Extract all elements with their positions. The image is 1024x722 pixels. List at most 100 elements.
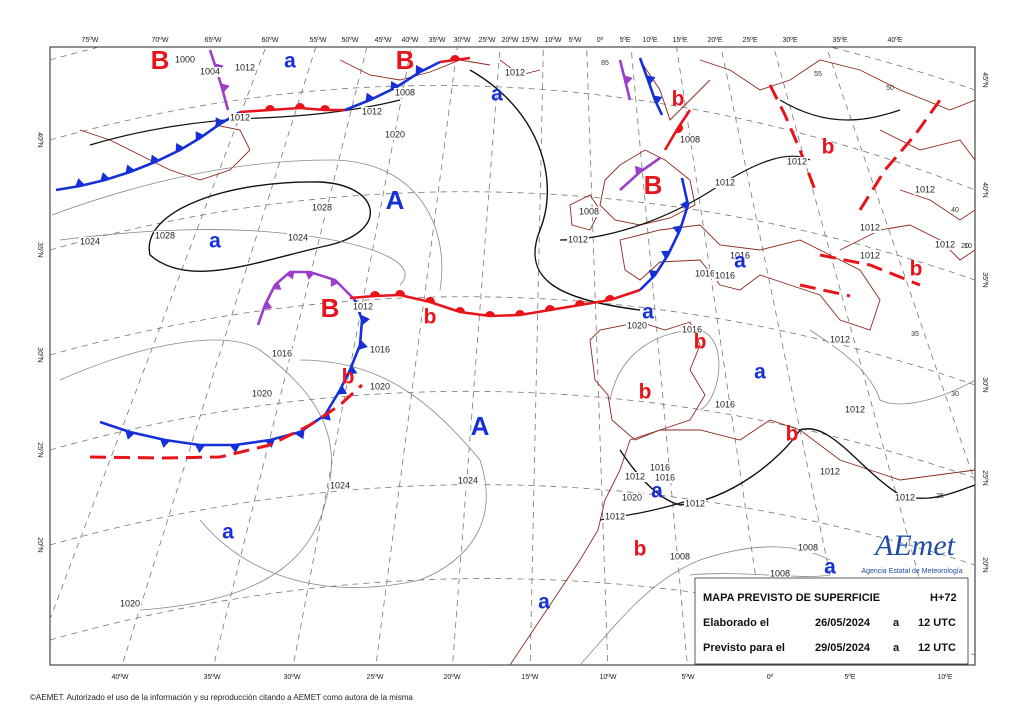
isobar-label: 1028: [312, 202, 332, 212]
pressure-center: a: [209, 230, 221, 253]
isobar-label: 1024: [330, 480, 350, 490]
longitude-label: 0º: [597, 37, 604, 44]
isobar-label: 1016: [272, 348, 292, 358]
latitude-label: 20ºN: [36, 537, 43, 552]
info-issued-label: Elaborado el: [703, 617, 769, 629]
isobar-label-bg: [604, 512, 626, 522]
pressure-center: B: [396, 45, 415, 75]
pressure-center: A: [386, 185, 405, 215]
isobar-label: 1012: [895, 492, 915, 502]
longitude-label: 10ºE: [937, 674, 952, 681]
isobar-label: 1008: [798, 542, 818, 552]
longitude-label: 35ºE: [832, 37, 847, 44]
longitude-label: 55ºW: [310, 37, 327, 44]
isobar-label: 1024: [458, 475, 478, 485]
logo: AEmet Agencia Estatal de Meteorología: [861, 529, 962, 575]
isobar-label-bg: [369, 382, 391, 392]
isobar-label: 1016: [715, 399, 735, 409]
info-box: MAPA PREVISTO DE SUPERFICIE H+72 Elabora…: [694, 577, 969, 665]
meridian: [213, 47, 368, 665]
isobar-label: 1012: [230, 112, 250, 122]
isobar-label: 1012: [605, 511, 625, 521]
map-frame: [49, 46, 976, 666]
longitude-label: 65ºW: [205, 37, 222, 44]
latitude-label: 35ºN: [981, 272, 988, 287]
isobar-label: 1016: [730, 250, 750, 260]
isobar-label: 1008: [680, 134, 700, 144]
pressure-center: b: [910, 258, 923, 281]
isobar-label-bg: [714, 178, 736, 188]
isobar-label: 1016: [715, 270, 735, 280]
parallel: [50, 484, 975, 566]
isobar-label: 1012: [568, 234, 588, 244]
isobar-label: 1028: [155, 230, 175, 240]
longitude-label: 30ºW: [454, 37, 471, 44]
isobar-label: 1012: [845, 404, 865, 414]
longitude-label: 25ºE: [742, 37, 757, 44]
isobar-label: 1004: [200, 66, 220, 76]
latitude-label: 20ºN: [981, 557, 988, 572]
isobar-label-bg: [654, 473, 676, 483]
isobar-label-bg: [684, 499, 706, 509]
info-box-frame: [694, 577, 969, 665]
isobar-label-bg: [786, 157, 808, 167]
isobar-label-bg: [626, 321, 648, 331]
isobar-label-bg: [154, 231, 176, 241]
longitude-label: 25ºW: [367, 674, 384, 681]
isobar-label: 1012: [625, 471, 645, 481]
pressure-center: B: [321, 293, 340, 323]
isobar-label: 1012: [820, 466, 840, 476]
isobar-label: 1012: [860, 222, 880, 232]
isobar-label-bg: [669, 552, 691, 562]
longitude-label: 40ºW: [402, 37, 419, 44]
isobar-label: 1012: [685, 498, 705, 508]
isobar-label: 1016: [655, 472, 675, 482]
longitude-label: 10ºW: [600, 674, 617, 681]
isobar-label-bg: [694, 269, 716, 279]
isobar-label-bg: [229, 113, 251, 123]
isobar-label-bg: [859, 223, 881, 233]
copyright: ©AEMET. Autorizado el uso de la informac…: [30, 693, 413, 702]
longitude-label: 10ºE: [642, 37, 657, 44]
isobar-label-bg: [714, 400, 736, 410]
isobar-label-bg: [311, 203, 333, 213]
meridian: [825, 47, 975, 484]
isobar-label-bg: [649, 463, 671, 473]
longitude-label: 40ºW: [112, 674, 129, 681]
longitude-label: 30ºE: [782, 37, 797, 44]
parallel: [50, 85, 975, 191]
grid-label: 20: [961, 243, 969, 250]
isobar-label: 1012: [353, 301, 373, 311]
isobar-label: 1012: [787, 156, 807, 166]
latitude-label: 25ºN: [981, 470, 988, 485]
info-valid-time: 12 UTC: [918, 642, 956, 654]
pressure-center: b: [634, 538, 647, 561]
coordinate-labels: 75ºW 70ºW 65ºW 60ºW 55ºW 50ºW 45ºW 40ºW 35ºW 30ºW…: [36, 37, 988, 681]
info-valid-label: Previsto para el: [703, 642, 785, 654]
isobar-label-bg: [819, 467, 841, 477]
latitude-label: 45ºN: [981, 72, 988, 87]
isobar-label: 1016: [650, 462, 670, 472]
isobar-label-bg: [369, 345, 391, 355]
isobar-label: 1012: [935, 239, 955, 249]
pressure-center: b: [342, 366, 355, 389]
isobar-label-bg: [457, 476, 479, 486]
info-issued-date: 26/05/2024: [815, 617, 871, 629]
pressure-center: a: [222, 521, 234, 544]
isobar-label-bg: [352, 302, 374, 312]
pressure-center: b: [424, 306, 437, 329]
isobar-label: 1008: [395, 87, 415, 97]
pressure-center: b: [639, 381, 652, 404]
grid-label: 10: [964, 243, 972, 250]
grid-label: 55: [814, 71, 822, 78]
longitude-label: 45ºW: [375, 37, 392, 44]
isobar-label-bg: [714, 271, 736, 281]
isobar-label: 1024: [288, 232, 308, 242]
grid-label: 40: [951, 207, 959, 214]
isobar-label-bg: [894, 493, 916, 503]
meridian: [452, 47, 501, 665]
pressure-center: a: [734, 250, 746, 273]
pressure-center: B: [644, 170, 663, 200]
info-issued-sep: a: [893, 617, 900, 629]
pressure-center: b: [694, 331, 707, 354]
